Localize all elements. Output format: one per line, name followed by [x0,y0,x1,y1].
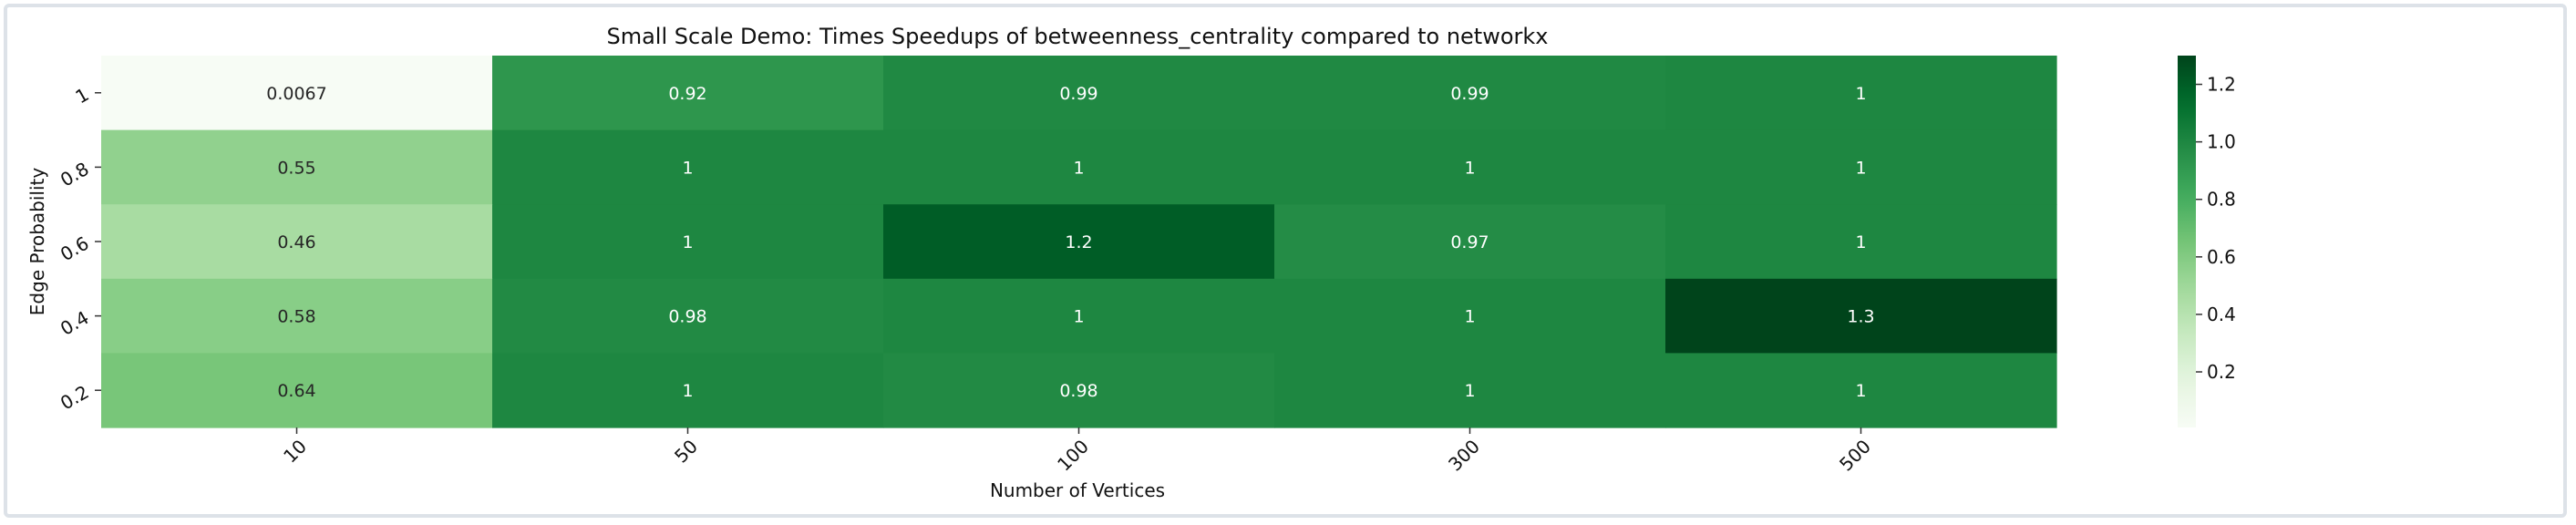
cell-value-label: 0.98 [1059,381,1097,401]
cell-value-label: 1 [1464,307,1475,327]
heatmap-cell [1665,204,2057,280]
heatmap-cell [883,353,1275,428]
cell-value-label: 0.46 [277,232,315,252]
cell-value-label: 0.55 [277,158,315,178]
heatmap-cell [1665,129,2057,205]
cell-value-label: 0.92 [668,84,706,104]
cell-value-label: 0.97 [1450,232,1489,252]
heatmap-cell [1274,204,1666,280]
cell-value-label: 1 [1464,381,1475,401]
heatmap-cell [1665,353,2057,428]
y-axis: 1 0.8 0.6 0.4 0.2 [57,83,101,414]
y-tick-label: 0.2 [57,381,93,415]
x-axis-label: Number of Vertices [990,479,1165,501]
colorbar-tick-label: 1.0 [2207,131,2236,153]
cell-value-label: 0.99 [1059,84,1097,104]
x-tick-label: 500 [1835,436,1875,476]
heatmap-cell [101,204,493,280]
cell-value-label: 1 [1855,158,1866,178]
cell-value-label: 1 [682,232,693,252]
heatmap-cell [1274,353,1666,428]
x-tick-label: 10 [279,436,311,468]
heatmap-cells: 0.0067 0.92 0.99 0.99 1 0.55 1 1 1 1 0.46 1 1.2 0.97 1… [101,56,2057,428]
colorbar-tick-label: 0.6 [2207,246,2236,268]
heatmap-cell [101,129,493,205]
colorbar-tick-label: 0.4 [2207,304,2236,325]
cell-value-label: 1 [1464,158,1475,178]
x-tick-label: 300 [1444,436,1484,476]
cell-value-label: 0.58 [277,307,315,327]
cell-value-label: 1.3 [1847,307,1874,327]
heatmap-cell [1665,278,2057,354]
heatmap-cell [883,56,1275,131]
cell-value-label: 0.98 [668,307,706,327]
cell-value-label: 1 [1073,307,1084,327]
cell-value-label: 1.2 [1065,232,1092,252]
colorbar-tick-label: 0.2 [2207,361,2236,383]
cell-value-label: 0.0067 [266,84,326,104]
colorbar-gradient [2178,56,2196,427]
heatmap-cell [883,204,1275,280]
heatmap-cell [492,56,884,131]
x-tick-label: 50 [670,436,702,468]
chart-title: Small Scale Demo: Times Speedups of betw… [606,24,1548,49]
heatmap-cell [492,204,884,280]
cell-value-label: 1 [682,158,693,178]
cell-value-label: 1 [1855,84,1866,104]
cell-value-label: 1 [682,381,693,401]
y-tick-label: 0.4 [57,306,93,340]
y-tick-label: 0.8 [57,158,93,191]
y-axis-label: Edge Probability [26,168,48,316]
cell-value-label: 0.99 [1450,84,1489,104]
heatmap-cell [101,56,493,131]
heatmap-cell [492,278,884,354]
cell-value-label: 1 [1855,232,1866,252]
y-tick-label: 0.6 [57,232,93,266]
heatmap-cell [101,278,493,354]
x-tick-label: 100 [1053,436,1093,476]
cell-value-label: 0.64 [277,381,315,401]
heatmap-cell [1274,129,1666,205]
colorbar-tick-label: 0.8 [2207,189,2236,211]
heatmap-cell [883,129,1275,205]
y-tick-label: 1 [71,83,92,108]
heatmap-cell [492,353,884,428]
x-axis: 10 50 100 300 500 [279,427,1875,476]
colorbar: 0.2 0.4 0.6 0.8 1.0 1.2 [2178,56,2236,427]
heatmap-cell [492,129,884,205]
heatmap-cell [883,278,1275,354]
heatmap-cell [1274,278,1666,354]
heatmap-cell [101,353,493,428]
cell-value-label: 1 [1073,158,1084,178]
heatmap-cell [1274,56,1666,131]
heatmap-cell [1665,56,2057,131]
cell-value-label: 1 [1855,381,1866,401]
colorbar-tick-label: 1.2 [2207,74,2236,96]
